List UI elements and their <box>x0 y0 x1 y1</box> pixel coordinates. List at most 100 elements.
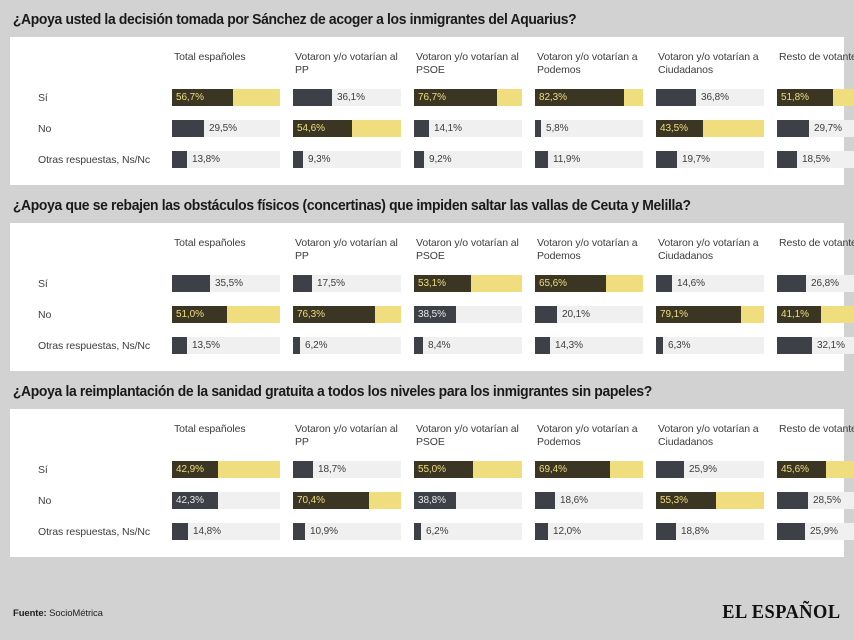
bar-track: 29,7% <box>777 120 854 138</box>
chart-2-title: ¿Apoya que se rebajen las obstáculos fís… <box>12 197 691 214</box>
bar-track: 26,8% <box>777 275 854 293</box>
bar-cell: 45,6% <box>777 459 854 481</box>
bar-track: 55,3% <box>656 492 764 510</box>
bar-track: 13,8% <box>172 151 280 169</box>
bar-fill <box>293 492 369 510</box>
bar-fill <box>414 461 473 479</box>
brand-logo: EL ESPAÑOL <box>722 601 841 623</box>
row-label: Sí <box>38 91 48 104</box>
bar-track: 17,5% <box>293 275 401 293</box>
table-header-row: Total españoles Votaron y/o votarían al P… <box>10 37 854 87</box>
bar-fill <box>656 120 703 138</box>
bar-track: 54,6% <box>293 120 401 138</box>
bar-value-label: 36,1% <box>337 91 365 103</box>
bar-track: 45,6% <box>777 461 854 479</box>
bar-fill <box>293 151 303 169</box>
bar-cell: 38,8% <box>414 490 535 512</box>
table-row: Otras respuestas, Ns/Nc 13,8% 9,3% 9,2% 11,9… <box>10 149 854 171</box>
bar-value-label: 13,5% <box>192 339 220 351</box>
bar-value-label: 76,3% <box>297 308 325 320</box>
bar-track: 42,9% <box>172 461 280 479</box>
source-name: SocioMétrica <box>46 608 103 619</box>
bar-track: 9,2% <box>414 151 522 169</box>
bar-track: 25,9% <box>777 523 854 541</box>
bar-fill <box>656 89 696 107</box>
bar-fill <box>777 461 826 479</box>
bar-fill <box>535 120 541 138</box>
bar-value-label: 82,3% <box>539 91 567 103</box>
bar-cell: 18,7% <box>293 459 414 481</box>
bar-cell: 82,3% <box>535 87 656 109</box>
bar-value-label: 29,7% <box>814 122 842 134</box>
bar-cell: 6,2% <box>293 335 414 357</box>
chart-3-title: ¿Apoya la reimplantación de la sanidad g… <box>12 383 652 400</box>
bar-value-label: 18,8% <box>681 525 709 537</box>
bar-track: 70,4% <box>293 492 401 510</box>
bar-fill <box>414 275 471 293</box>
bar-value-label: 25,9% <box>689 463 717 475</box>
bar-cell: 54,6% <box>293 118 414 140</box>
table-row: Otras respuestas, Ns/Nc 13,5% 6,2% 8,4% 14,3… <box>10 335 854 357</box>
column-header: Total españoles <box>174 236 246 249</box>
bar-fill <box>656 306 741 324</box>
bar-value-label: 29,5% <box>209 122 237 134</box>
bar-track: 55,0% <box>414 461 522 479</box>
bar-track: 29,5% <box>172 120 280 138</box>
table-row: Otras respuestas, Ns/Nc 14,8% 10,9% 6,2% 12,… <box>10 521 854 543</box>
card-bottom-padding <box>10 171 844 185</box>
bar-cell: 14,8% <box>172 521 293 543</box>
table-row: No 51,0% 76,3% 38,5% 20,1% 79,1% 41,1% <box>10 304 854 326</box>
bar-track: 6,3% <box>656 337 764 355</box>
table-row: Sí 35,5% 17,5% 53,1% 65,6% 14,6% 26,8% <box>10 273 854 295</box>
bar-fill <box>777 89 833 107</box>
bar-cell: 53,1% <box>414 273 535 295</box>
bar-fill <box>535 461 610 479</box>
bar-track: 76,3% <box>293 306 401 324</box>
bar-fill <box>777 523 805 541</box>
bar-cell: 8,4% <box>414 335 535 357</box>
bar-fill <box>172 120 204 138</box>
bar-fill <box>777 306 821 324</box>
bar-value-label: 12,0% <box>553 525 581 537</box>
bar-value-label: 25,9% <box>810 525 838 537</box>
bar-cell: 18,8% <box>656 521 777 543</box>
column-header: Votaron y/o votarían a Ciudadanos <box>658 236 759 262</box>
bar-cell: 12,0% <box>535 521 656 543</box>
chart-block-2: ¿Apoya que se rebajen las obstáculos fís… <box>10 185 854 371</box>
bar-fill <box>656 275 672 293</box>
bar-track: 76,7% <box>414 89 522 107</box>
row-label-header <box>10 223 172 273</box>
bar-track: 38,8% <box>414 492 522 510</box>
bar-cell: 9,2% <box>414 149 535 171</box>
bar-track: 43,5% <box>656 120 764 138</box>
chart-table: Total españoles Votaron y/o votarían al P… <box>10 223 854 357</box>
bar-value-label: 20,1% <box>562 308 590 320</box>
bar-fill <box>777 151 797 169</box>
bar-track: 8,4% <box>414 337 522 355</box>
bar-cell: 55,0% <box>414 459 535 481</box>
bar-fill <box>777 120 809 138</box>
column-header: Votaron y/o votarían a Podemos <box>537 236 638 262</box>
bar-value-label: 69,4% <box>539 463 567 475</box>
bar-cell: 5,8% <box>535 118 656 140</box>
bar-cell: 29,7% <box>777 118 854 140</box>
bar-cell: 6,2% <box>414 521 535 543</box>
chart-table: Total españoles Votaron y/o votarían al P… <box>10 37 854 171</box>
bar-value-label: 56,7% <box>176 91 204 103</box>
bar-fill <box>414 306 456 324</box>
bar-cell: 65,6% <box>535 273 656 295</box>
bar-cell: 28,5% <box>777 490 854 512</box>
bar-track: 18,6% <box>535 492 643 510</box>
bar-cell: 11,9% <box>535 149 656 171</box>
bar-fill <box>535 337 550 355</box>
bar-value-label: 6,3% <box>668 339 691 351</box>
bar-track: 65,6% <box>535 275 643 293</box>
bar-fill <box>777 492 808 510</box>
bar-track: 13,5% <box>172 337 280 355</box>
bar-value-label: 43,5% <box>660 122 688 134</box>
bar-cell: 25,9% <box>777 521 854 543</box>
row-label: No <box>38 122 52 135</box>
column-header: Total españoles <box>174 422 246 435</box>
bar-fill <box>656 337 663 355</box>
bar-value-label: 79,1% <box>660 308 688 320</box>
